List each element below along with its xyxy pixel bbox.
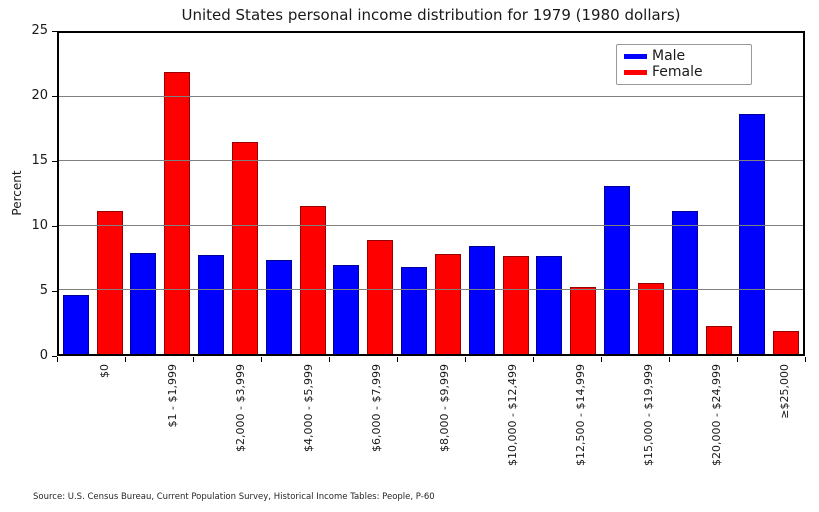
y-tick-mark bbox=[52, 30, 57, 32]
y-tick-mark bbox=[52, 95, 57, 97]
gridline bbox=[59, 160, 803, 162]
legend-item-male: Male bbox=[624, 49, 743, 64]
x-tick-label: ≥$25,000 bbox=[777, 364, 791, 419]
y-tick-label: 5 bbox=[39, 283, 48, 298]
female-bar bbox=[299, 206, 326, 354]
male-bar bbox=[671, 211, 698, 354]
male-bar bbox=[536, 256, 563, 354]
male-bar bbox=[401, 266, 428, 354]
male-bar bbox=[468, 246, 495, 354]
x-tick-mark bbox=[260, 357, 262, 362]
male-bar bbox=[333, 265, 360, 354]
legend: Male Female bbox=[616, 44, 752, 85]
x-tick-mark bbox=[328, 357, 330, 362]
bar-group bbox=[735, 33, 803, 354]
bar-group bbox=[127, 33, 195, 354]
x-tick-mark bbox=[600, 357, 602, 362]
x-tick-mark bbox=[804, 357, 806, 362]
y-tick-mark bbox=[52, 160, 57, 162]
female-bar bbox=[96, 211, 123, 354]
source-citation: Source: U.S. Census Bureau, Current Popu… bbox=[33, 492, 435, 502]
female-bar bbox=[232, 142, 259, 354]
x-tick-label: $1 - $1,999 bbox=[165, 364, 179, 428]
female-bar bbox=[164, 71, 191, 354]
x-axis-labels: $0 $1 - $1,999 $2,000 - $3,999 $4,000 - $5,… bbox=[57, 364, 805, 489]
gridline bbox=[59, 288, 803, 290]
bar-group bbox=[59, 33, 127, 354]
female-swatch-icon bbox=[624, 70, 647, 75]
y-tick-label: 25 bbox=[31, 23, 48, 38]
x-tick-mark bbox=[532, 357, 534, 362]
bar-group bbox=[194, 33, 262, 354]
legend-item-female: Female bbox=[624, 65, 743, 80]
x-tick-label: $4,000 - $5,999 bbox=[301, 364, 315, 452]
x-tick-mark bbox=[736, 357, 738, 362]
x-tick-label: $2,000 - $3,999 bbox=[233, 364, 247, 452]
y-axis-title: Percent bbox=[10, 170, 24, 216]
x-tick-label: $6,000 - $7,999 bbox=[369, 364, 383, 452]
gridline bbox=[59, 224, 803, 226]
x-tick-mark bbox=[124, 357, 126, 362]
y-tick-label: 20 bbox=[31, 88, 48, 103]
y-tick-mark bbox=[52, 225, 57, 227]
x-tick-label: $15,000 - $19,999 bbox=[641, 364, 655, 466]
chart-title: United States personal income distributi… bbox=[181, 6, 681, 24]
male-bar bbox=[265, 260, 292, 354]
x-tick-mark bbox=[56, 357, 58, 362]
bar-group bbox=[397, 33, 465, 354]
male-bar bbox=[62, 294, 89, 354]
bar-groups bbox=[59, 33, 803, 354]
x-tick-label: $10,000 - $12,499 bbox=[505, 364, 519, 466]
bar-group bbox=[532, 33, 600, 354]
x-tick-label: $12,500 - $14,999 bbox=[573, 364, 587, 466]
y-tick-label: 15 bbox=[31, 153, 48, 168]
y-tick-mark bbox=[52, 290, 57, 292]
x-tick-label: $8,000 - $9,999 bbox=[437, 364, 451, 452]
x-tick-mark bbox=[396, 357, 398, 362]
bar-group bbox=[668, 33, 736, 354]
male-bar bbox=[739, 113, 766, 354]
female-bar bbox=[502, 256, 529, 354]
female-bar bbox=[570, 287, 597, 354]
bar-group bbox=[600, 33, 668, 354]
female-bar bbox=[773, 330, 800, 354]
x-tick-mark bbox=[668, 357, 670, 362]
male-bar bbox=[603, 185, 630, 354]
x-tick-mark bbox=[464, 357, 466, 362]
legend-label-male: Male bbox=[652, 48, 686, 64]
y-tick-label: 10 bbox=[31, 218, 48, 233]
x-tick-mark bbox=[192, 357, 194, 362]
bar-group bbox=[465, 33, 533, 354]
female-bar bbox=[637, 283, 664, 354]
x-axis-ticks bbox=[56, 357, 806, 363]
female-bar bbox=[435, 253, 462, 354]
legend-label-female: Female bbox=[652, 64, 703, 80]
male-bar bbox=[198, 255, 225, 354]
y-tick-mark bbox=[52, 355, 57, 357]
plot-area: Male Female bbox=[57, 31, 805, 356]
female-bar bbox=[367, 239, 394, 354]
bar-group bbox=[262, 33, 330, 354]
female-bar bbox=[705, 325, 732, 354]
gridline bbox=[59, 96, 803, 98]
y-tick-label: 0 bbox=[39, 348, 48, 363]
bar-group bbox=[330, 33, 398, 354]
male-bar bbox=[130, 252, 157, 354]
y-axis: 0 5 10 15 20 25 bbox=[0, 0, 57, 512]
x-tick-label: $20,000 - $24,999 bbox=[709, 364, 723, 466]
male-swatch-icon bbox=[624, 54, 647, 59]
x-tick-label: $0 bbox=[97, 364, 111, 378]
